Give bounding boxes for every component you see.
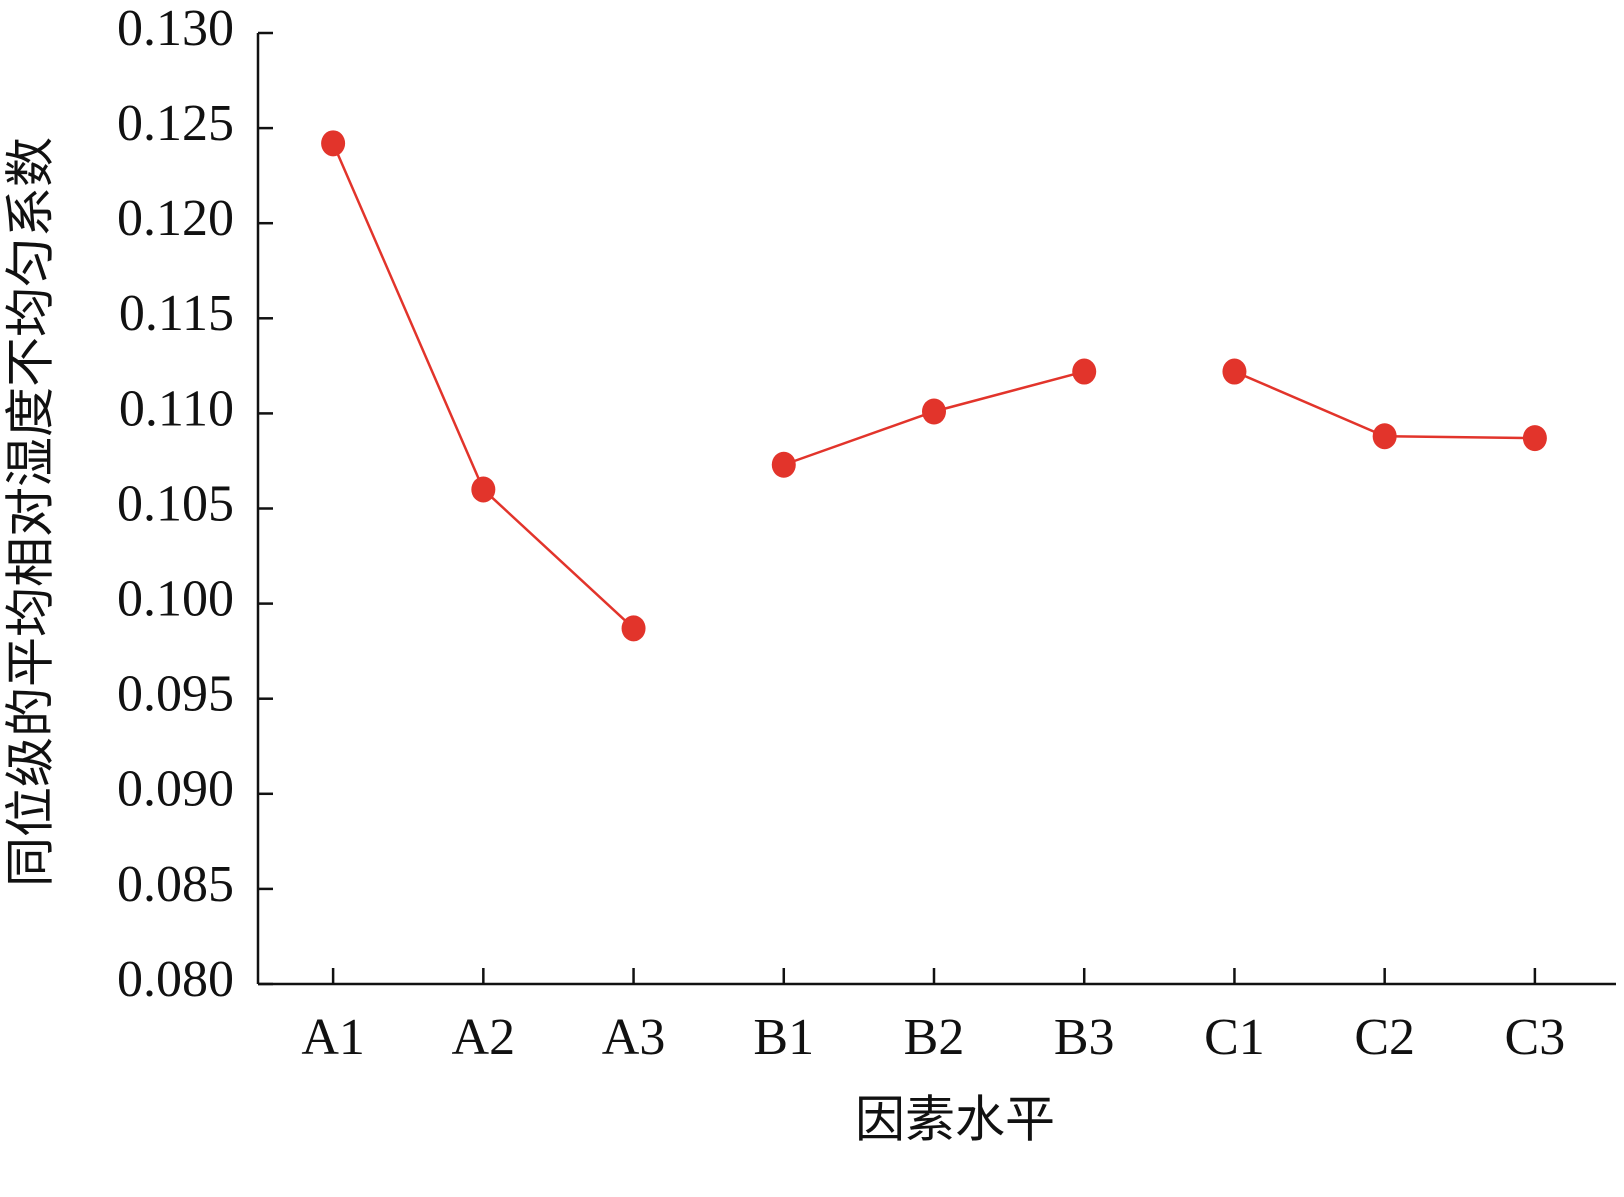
x-tick-label: A1 bbox=[301, 1009, 365, 1066]
y-tick-label: 0.120 bbox=[117, 190, 234, 247]
point bbox=[922, 398, 946, 425]
y-tick-label: 0.100 bbox=[117, 571, 234, 628]
point bbox=[1522, 425, 1547, 452]
x-tick-label: A3 bbox=[602, 1009, 666, 1066]
y-tick-label: 0.105 bbox=[117, 475, 234, 532]
x-tick-label: B3 bbox=[1054, 1009, 1115, 1066]
point bbox=[471, 476, 496, 503]
point bbox=[1222, 358, 1247, 385]
point bbox=[621, 615, 646, 642]
x-tick-label: B2 bbox=[904, 1009, 965, 1066]
y-tick-label: 0.095 bbox=[117, 666, 234, 723]
y-tick-label: 0.110 bbox=[119, 380, 234, 437]
point bbox=[771, 451, 796, 478]
point bbox=[321, 130, 346, 157]
x-tick-label: B1 bbox=[753, 1009, 814, 1066]
y-tick-label: 0.090 bbox=[117, 761, 234, 818]
point bbox=[1072, 358, 1097, 385]
x-tick-label: C1 bbox=[1204, 1009, 1265, 1066]
x-tick-label: C2 bbox=[1354, 1009, 1415, 1066]
point bbox=[1372, 423, 1397, 450]
y-tick-label: 0.080 bbox=[117, 951, 234, 1008]
y-tick-label: 0.125 bbox=[117, 95, 234, 152]
x-axis-title: 因素水平 bbox=[855, 1091, 1055, 1147]
line bbox=[331, 142, 635, 630]
y-tick-label: 0.115 bbox=[119, 285, 234, 342]
y-axis-title: 同位级的平均相对湿度不均匀系数 bbox=[2, 137, 58, 887]
y-tick-label: 0.085 bbox=[117, 856, 234, 913]
x-tick-label: C3 bbox=[1505, 1009, 1566, 1066]
x-tick-label: A2 bbox=[452, 1009, 516, 1066]
y-tick-label: 0.130 bbox=[117, 0, 234, 57]
